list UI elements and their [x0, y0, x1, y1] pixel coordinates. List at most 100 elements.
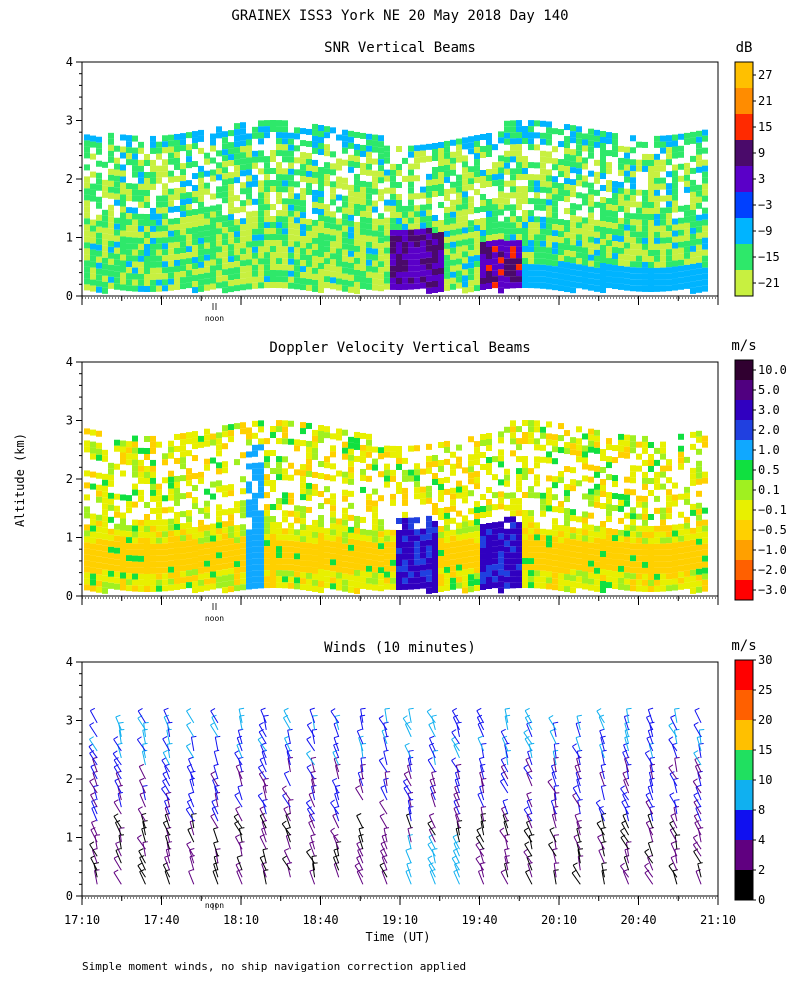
heatmap-cell — [516, 240, 522, 247]
heatmap-cell — [114, 547, 120, 554]
heatmap-cell — [594, 267, 600, 274]
heatmap-cell — [678, 535, 684, 542]
heatmap-cell — [510, 180, 516, 187]
heatmap-cell — [402, 175, 408, 182]
heatmap-cell — [570, 545, 576, 552]
heatmap-cell — [702, 231, 708, 238]
heatmap-cell — [444, 152, 450, 159]
heatmap-cell — [474, 579, 480, 586]
heatmap-cell — [330, 535, 336, 542]
heatmap-cell — [162, 165, 168, 172]
wind-barb — [333, 863, 340, 878]
heatmap-cell — [138, 459, 144, 466]
heatmap-cell — [324, 210, 330, 217]
heatmap-cell — [426, 203, 432, 210]
heatmap-cell — [600, 244, 606, 251]
heatmap-cell — [522, 546, 528, 553]
heatmap-cell — [654, 555, 660, 562]
heatmap-cell — [570, 509, 576, 516]
heatmap-cell — [348, 568, 354, 575]
heatmap-cell — [432, 538, 438, 545]
heatmap-cell — [444, 194, 450, 201]
heatmap-cell — [420, 246, 426, 253]
heatmap-cell — [318, 251, 324, 258]
heatmap-cell — [474, 543, 480, 550]
heatmap-cell — [294, 553, 300, 560]
heatmap-cell — [624, 500, 630, 507]
heatmap-cell — [654, 153, 660, 160]
heatmap-cell — [234, 207, 240, 214]
heatmap-cell — [312, 279, 318, 286]
heatmap-cell — [396, 583, 402, 590]
heatmap-cell — [660, 165, 666, 172]
heatmap-cell — [576, 174, 582, 181]
heatmap-cell — [228, 532, 234, 539]
heatmap-cell — [84, 506, 90, 513]
wind-barb-flag — [141, 812, 147, 816]
heatmap-cell — [444, 458, 450, 465]
colorbar-swatch — [735, 192, 753, 219]
heatmap-cell — [348, 166, 354, 173]
wind-barb — [113, 872, 122, 885]
wind-barb — [261, 828, 267, 843]
heatmap-cell — [252, 228, 258, 235]
wind-barb — [162, 738, 171, 752]
heatmap-cell — [690, 503, 696, 510]
heatmap-cell — [354, 221, 360, 228]
heatmap-cell — [444, 236, 450, 243]
heatmap-cell — [516, 138, 522, 145]
heatmap-cell — [588, 212, 594, 219]
heatmap-cell — [408, 145, 414, 152]
heatmap-cell — [486, 246, 492, 253]
heatmap-cell — [312, 267, 318, 274]
heatmap-cell — [588, 584, 594, 591]
heatmap-cell — [276, 282, 282, 289]
heatmap-cell — [348, 478, 354, 485]
heatmap-cell — [426, 233, 432, 240]
heatmap-cell — [576, 150, 582, 157]
heatmap-cell — [306, 440, 312, 447]
heatmap-cell — [288, 438, 294, 445]
heatmap-cell — [150, 147, 156, 154]
heatmap-cell — [612, 133, 618, 140]
wind-barb — [139, 871, 146, 885]
wind-barb — [283, 710, 291, 724]
heatmap-cell — [306, 566, 312, 573]
heatmap-cell — [534, 444, 540, 451]
heatmap-cell — [408, 199, 414, 206]
heatmap-cell — [546, 529, 552, 536]
heatmap-cell — [390, 229, 396, 236]
heatmap-cell — [612, 253, 618, 260]
heatmap-cell — [678, 145, 684, 152]
wind-barb — [162, 864, 171, 878]
heatmap-cell — [258, 528, 264, 535]
heatmap-cell — [486, 210, 492, 217]
heatmap-cell — [246, 169, 252, 176]
heatmap-cell — [438, 586, 444, 593]
heatmap-cell — [258, 468, 264, 475]
wind-barb — [332, 752, 340, 766]
heatmap-cell — [366, 493, 372, 500]
heatmap-cell — [660, 243, 666, 250]
heatmap-cell — [96, 526, 102, 533]
wind-barb-flag — [236, 855, 243, 858]
heatmap-cell — [264, 282, 270, 289]
heatmap-cell — [366, 223, 372, 230]
heatmap-cell — [474, 531, 480, 538]
y-tick-label: 1 — [66, 231, 73, 245]
heatmap-cell — [384, 445, 390, 452]
heatmap-cell — [288, 168, 294, 175]
wind-barb-flag — [238, 756, 244, 759]
heatmap-cell — [702, 279, 708, 286]
wind-barb — [309, 842, 316, 857]
heatmap-cell — [630, 147, 636, 154]
heatmap-cell — [336, 206, 342, 213]
wind-barb — [358, 737, 364, 752]
heatmap-cell — [294, 259, 300, 266]
colorbar-label: −0.5 — [758, 523, 787, 537]
heatmap-cell — [444, 164, 450, 171]
heatmap-cell — [582, 259, 588, 266]
heatmap-cell — [180, 199, 186, 206]
heatmap-cell — [186, 162, 192, 169]
heatmap-cell — [132, 471, 138, 478]
